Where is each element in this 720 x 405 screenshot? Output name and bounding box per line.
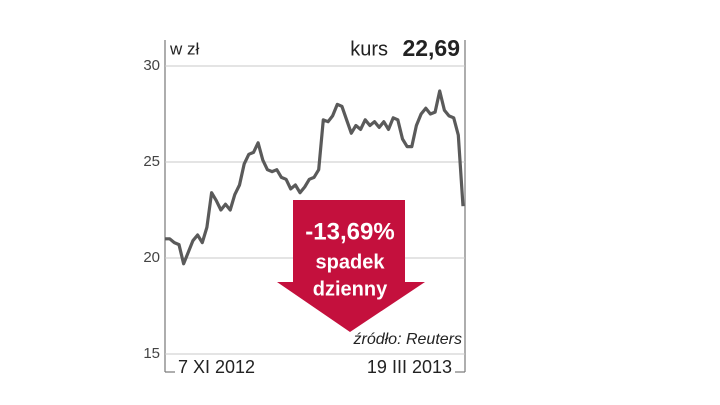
y-tick-label: 20 <box>143 249 160 266</box>
current-label: kurs <box>350 38 388 60</box>
y-tick-label: 15 <box>143 345 160 362</box>
x-tick-label: 7 XI 2012 <box>178 357 255 377</box>
source: źródło: Reuters <box>353 331 463 348</box>
y-tick-label: 25 <box>143 153 160 170</box>
price-line <box>165 89 465 266</box>
x-tick-label: 19 III 2013 <box>367 357 452 377</box>
current-value: 22,69 <box>402 35 460 61</box>
unit-label: w zł <box>169 39 200 58</box>
y-tick-label: 30 <box>143 57 160 74</box>
annotation-text: dzienny <box>313 278 388 300</box>
arrow <box>277 200 425 332</box>
annotation-text: spadek <box>316 251 386 273</box>
annotation-text: -13,69% <box>305 218 394 245</box>
